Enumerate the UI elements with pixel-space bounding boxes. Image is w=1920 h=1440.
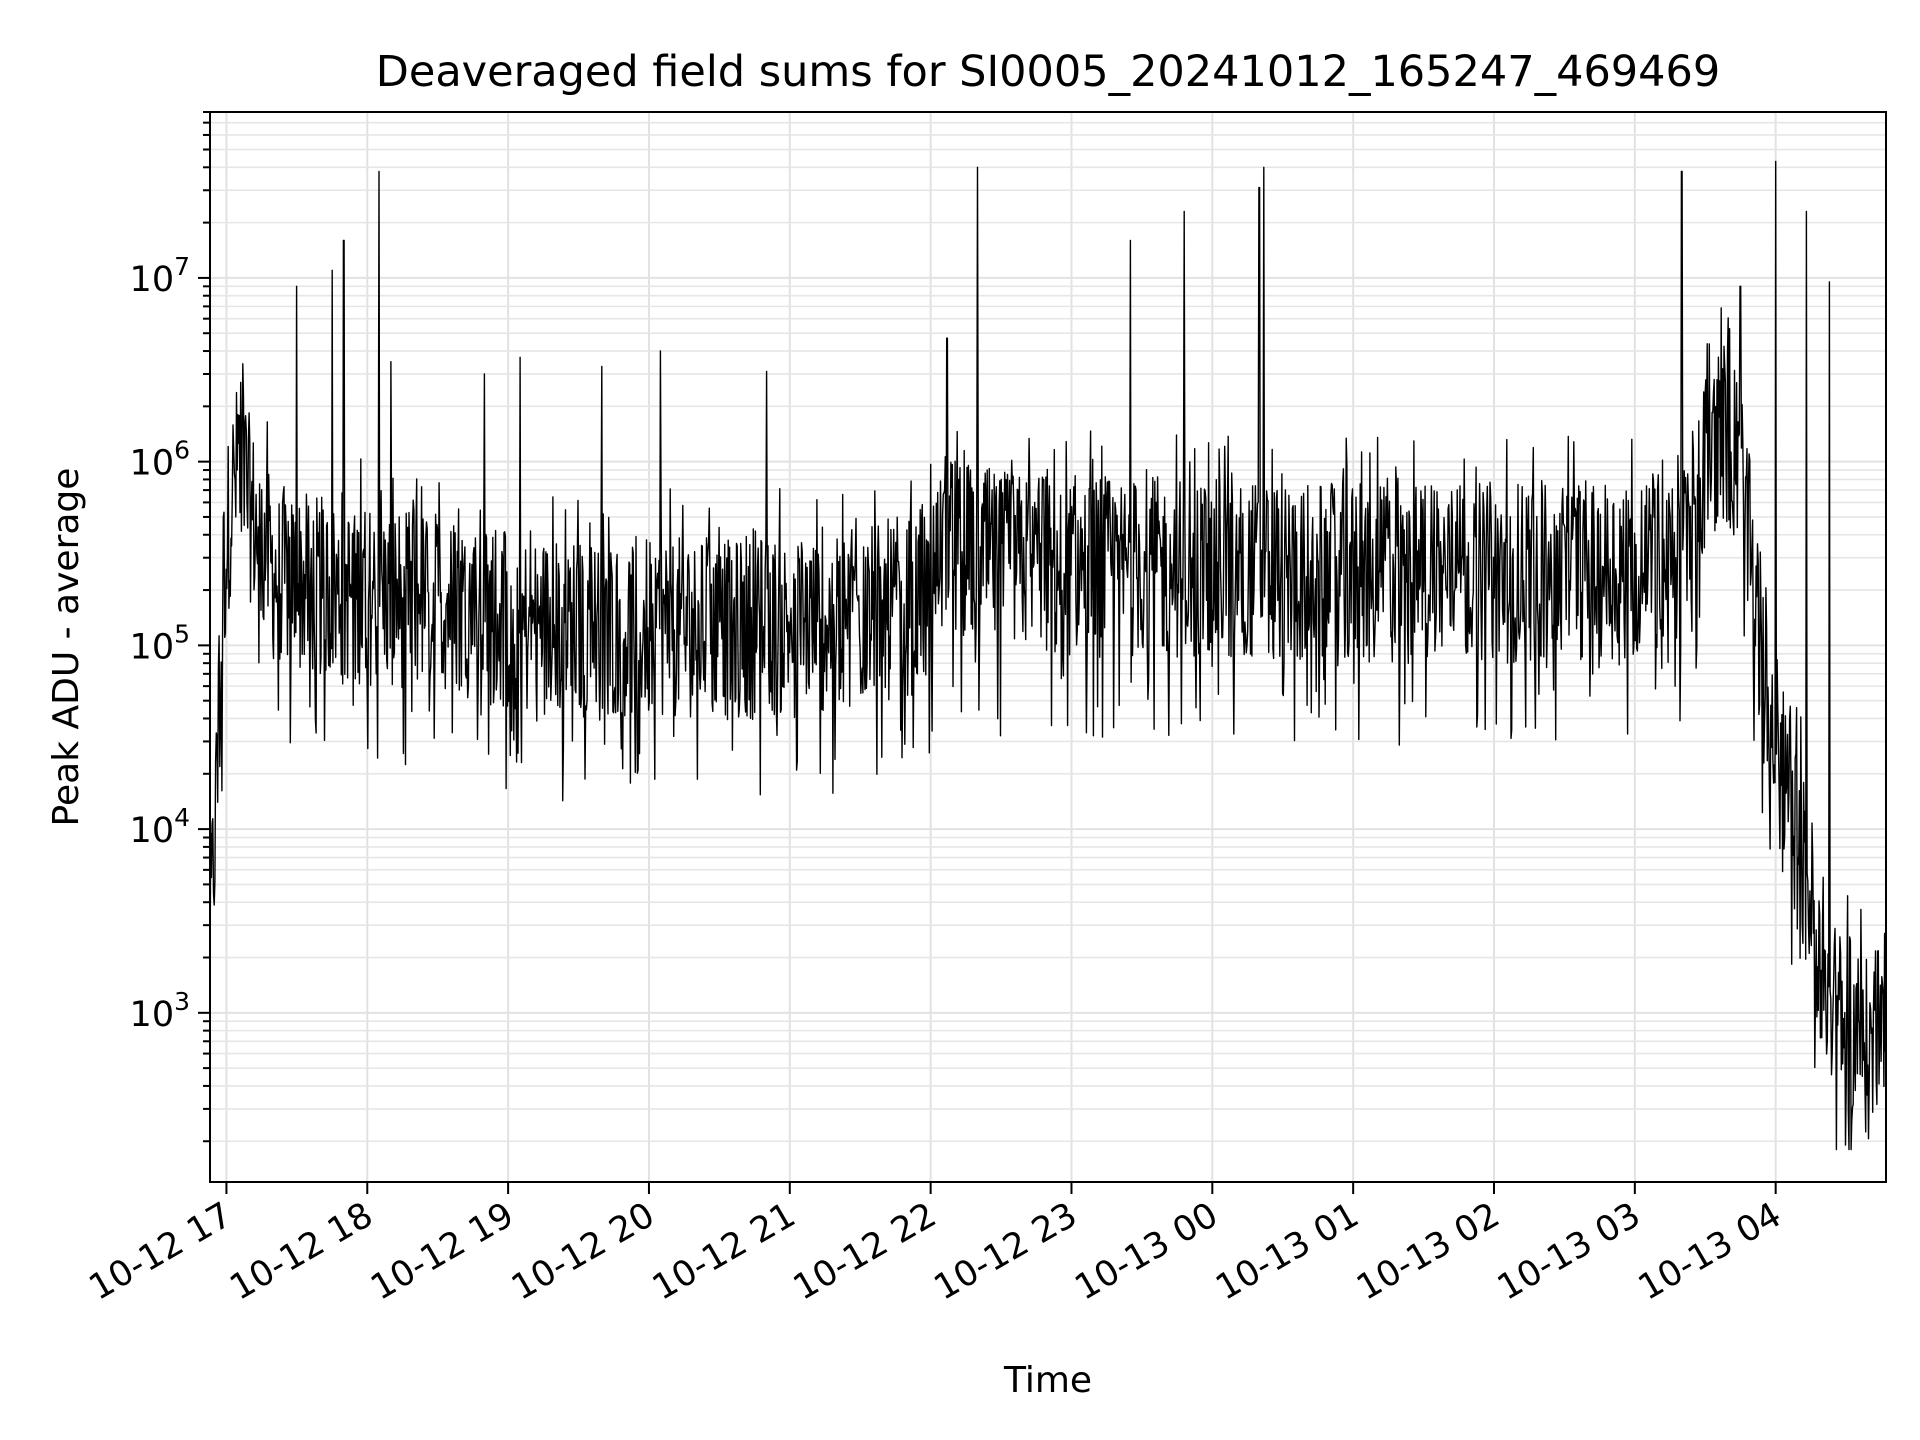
- series-line: [209, 160, 1887, 1151]
- x-tick-label: 10-13 00: [1069, 1195, 1225, 1308]
- plot-frame: [209, 111, 1887, 1183]
- y-tick-label: 106: [130, 436, 190, 484]
- chart-title: Deaveraged field sums for SI0005_2024101…: [376, 47, 1721, 97]
- x-tick-label: 10-12 19: [364, 1195, 520, 1308]
- series-layer: [209, 160, 1887, 1151]
- x-tick-label: 10-12 18: [223, 1195, 379, 1308]
- y-tick-label: 105: [130, 619, 190, 667]
- x-axis-label: Time: [1003, 1360, 1092, 1401]
- x-tick-label: 10-13 02: [1350, 1195, 1506, 1308]
- x-tick-label: 10-13 04: [1632, 1195, 1788, 1308]
- y-tick-label: 104: [130, 803, 190, 851]
- x-tick-label: 10-12 23: [928, 1195, 1084, 1308]
- x-tick-label: 10-12 17: [83, 1195, 239, 1308]
- x-tick-label: 10-13 03: [1491, 1195, 1647, 1308]
- x-tick-label: 10-12 20: [505, 1195, 661, 1308]
- y-axis-label: Peak ADU - average: [46, 468, 87, 827]
- x-tick-label: 10-12 22: [787, 1195, 943, 1308]
- y-tick-label: 107: [130, 252, 190, 300]
- x-tick-label: 10-12 21: [646, 1195, 802, 1308]
- y-tick-label: 103: [130, 987, 190, 1035]
- x-tick-label: 10-13 01: [1209, 1195, 1365, 1308]
